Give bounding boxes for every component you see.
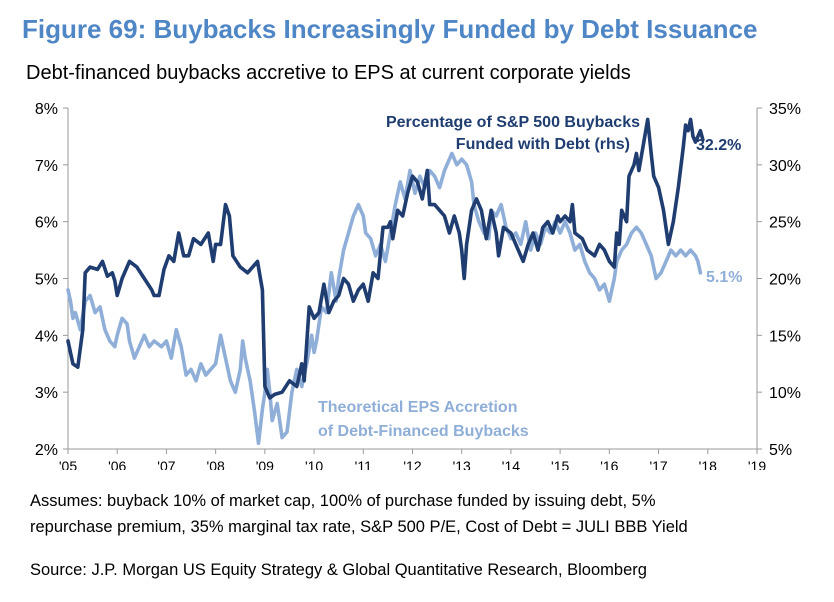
y-right-tick-label: 20%: [769, 272, 801, 289]
chart-title: Figure 69: Buybacks Increasingly Funded …: [22, 14, 758, 44]
x-tick-label: '18: [699, 458, 717, 470]
line-chart: 2% 3% 4% 5% 6% 7% 8% 5% 10% 15% 20% 25% 30% 35% '05 '06…: [35, 101, 801, 470]
x-tick-label: '14: [502, 458, 520, 470]
y-left-tick-label: 8%: [35, 101, 58, 118]
debt-funded-buybacks-line: [66, 117, 705, 400]
x-tick-label: '15: [551, 458, 569, 470]
debt-series-label-line-2: Funded with Debt (rhs): [456, 136, 630, 153]
x-tick-label: '07: [157, 458, 175, 470]
y-left-tick-label: 3%: [35, 385, 58, 402]
chart-footnote-line-2: repurchase premium, 35% marginal tax rat…: [30, 518, 688, 536]
y-left-tick-label: 5%: [35, 272, 58, 289]
x-tick-label: '11: [355, 458, 372, 470]
y-left-tick-label: 7%: [35, 158, 58, 175]
x-tick-label: '05: [59, 458, 77, 470]
eps-series-end-value: 5.1%: [706, 269, 742, 286]
x-tick-label: '16: [600, 458, 618, 470]
eps-series-label-line-2: of Debt-Financed Buybacks: [318, 423, 529, 440]
eps-accretion-line: [66, 151, 703, 446]
chart-footnote-line-1: Assumes: buyback 10% of market cap, 100%…: [30, 492, 656, 510]
x-tick-label: '12: [403, 458, 421, 470]
x-tick-label: '09: [256, 458, 274, 470]
debt-series-end-value: 32.2%: [696, 137, 741, 154]
debt-series-label-line-1: Percentage of S&P 500 Buybacks: [386, 114, 640, 131]
x-tick-label: '06: [108, 458, 126, 470]
x-tick-label: '19: [748, 458, 766, 470]
y-right-tick-label: 35%: [769, 101, 801, 118]
series-layer: [66, 117, 705, 446]
y-left-tick-label: 2%: [35, 442, 58, 459]
y-right-tick-label: 30%: [769, 158, 801, 175]
y-left-tick-label: 6%: [35, 215, 58, 232]
eps-series-label-line-1: Theoretical EPS Accretion: [318, 399, 517, 416]
y-right-tick-label: 5%: [769, 442, 792, 459]
x-tick-label: '08: [207, 458, 225, 470]
chart-subtitle: Debt-financed buybacks accretive to EPS …: [26, 62, 631, 84]
x-tick-label: '13: [453, 458, 471, 470]
x-tick-label: '17: [649, 458, 667, 470]
y-right-tick-label: 10%: [769, 385, 801, 402]
y-right-tick-label: 25%: [769, 215, 801, 232]
series-labels: Percentage of S&P 500 Buybacks Funded wit…: [318, 114, 742, 440]
chart-axes: 2% 3% 4% 5% 6% 7% 8% 5% 10% 15% 20% 25% 30% 35% '05 '06…: [35, 101, 801, 470]
y-left-tick-label: 4%: [35, 328, 58, 345]
y-right-tick-label: 15%: [769, 328, 801, 345]
x-tick-label: '10: [305, 458, 323, 470]
chart-source: Source: J.P. Morgan US Equity Strategy &…: [30, 561, 647, 579]
